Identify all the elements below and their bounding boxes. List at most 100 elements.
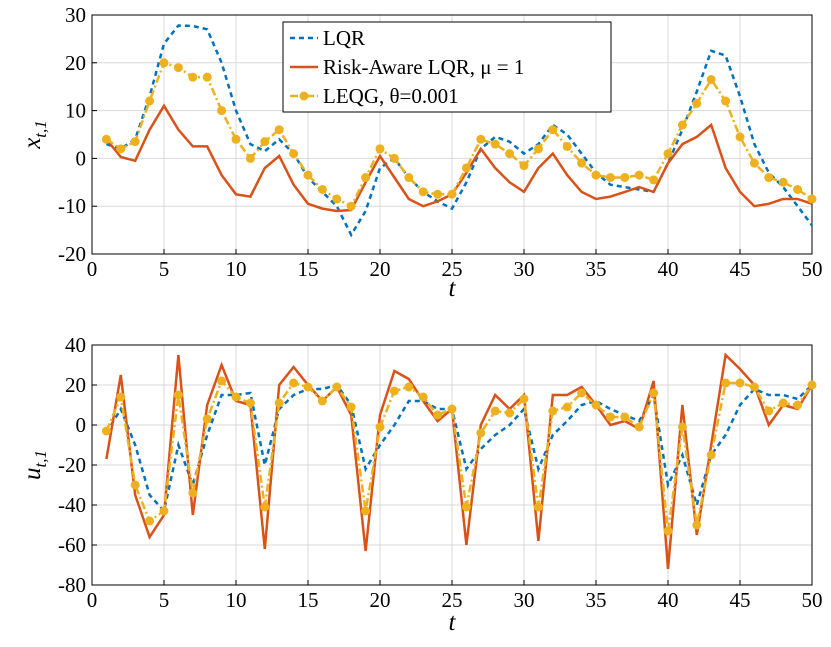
data-point	[692, 520, 702, 530]
data-point	[332, 194, 342, 204]
x-tick-label: 45	[730, 257, 751, 281]
data-point	[375, 422, 385, 432]
data-point	[332, 382, 342, 392]
y-tick-label: 0	[76, 413, 87, 437]
data-point	[663, 149, 673, 159]
x-axis-label: t	[449, 609, 457, 636]
data-point	[130, 137, 140, 147]
y-tick-label: -10	[58, 194, 86, 218]
data-point	[188, 72, 198, 82]
data-point	[793, 400, 803, 410]
x-tick-label: 30	[514, 257, 535, 281]
plot: 0 5 10 15 20 25 30 35 40 45 50 -20 -10 0 10 20 30 t xt,1 LQ…	[19, 3, 823, 302]
data-point	[101, 426, 111, 436]
data-point	[519, 394, 529, 404]
x-tick-label: 25	[442, 588, 463, 612]
data-point	[764, 406, 774, 416]
series-line	[105, 352, 814, 570]
data-point	[764, 173, 774, 183]
data-point	[692, 98, 702, 108]
y-tick-label: 10	[65, 99, 86, 123]
data-point	[721, 378, 731, 388]
data-point	[461, 502, 471, 512]
data-point	[677, 422, 687, 432]
data-point	[404, 173, 414, 183]
data-point	[476, 134, 486, 144]
data-point	[317, 184, 327, 194]
data-point	[778, 177, 788, 187]
y-axis-label: ut,1	[19, 450, 50, 480]
legend-label: LQR	[323, 26, 365, 50]
data-point	[303, 170, 313, 180]
legend: LQR Risk-Aware LQR, μ = 1 LEQG, θ=0.001	[282, 21, 612, 113]
data-point	[173, 63, 183, 73]
data-point	[173, 390, 183, 400]
data-point	[217, 376, 227, 386]
data-point	[433, 410, 443, 420]
data-point	[418, 187, 428, 197]
data-point	[591, 400, 601, 410]
data-point	[116, 144, 126, 154]
data-point	[490, 406, 500, 416]
x-tick-label: 50	[802, 588, 823, 612]
x-tick-label: 5	[159, 588, 170, 612]
data-point	[361, 173, 371, 183]
x-tick-label: 15	[298, 588, 319, 612]
x-tick-label: 15	[298, 257, 319, 281]
x-tick-label: 30	[514, 588, 535, 612]
x-tick-label: 25	[442, 257, 463, 281]
y-tick-label: 20	[65, 51, 86, 75]
data-point	[649, 175, 659, 185]
y-axis-label-sub: t,1	[31, 120, 50, 137]
data-point	[217, 106, 227, 116]
x-tick-label: 20	[370, 588, 391, 612]
y-tick-label: -80	[58, 573, 86, 597]
x-tick-label: 10	[226, 257, 247, 281]
y-axis-label-sub: t,1	[31, 450, 50, 467]
data-point	[735, 132, 745, 142]
data-point	[548, 406, 558, 416]
data-point	[505, 149, 515, 159]
x-tick-label: 40	[658, 588, 679, 612]
data-point	[145, 96, 155, 106]
y-tick-label: 20	[65, 373, 86, 397]
x-tick-label: 35	[586, 257, 607, 281]
data-point	[231, 134, 241, 144]
data-point	[620, 412, 630, 422]
data-point	[188, 488, 198, 498]
data-point	[490, 139, 500, 149]
data-point	[202, 414, 212, 424]
series-line	[106, 24, 813, 238]
data-point	[706, 450, 716, 460]
data-point	[418, 392, 428, 402]
data-point	[519, 161, 529, 171]
data-point	[303, 382, 313, 392]
legend-label: Risk-Aware LQR, μ = 1	[323, 55, 524, 79]
data-point	[577, 388, 587, 398]
data-point	[202, 72, 212, 82]
x-tick-label: 50	[802, 257, 823, 281]
data-point	[245, 153, 255, 163]
data-point	[447, 404, 457, 414]
data-point	[505, 408, 515, 418]
data-point	[159, 506, 169, 516]
data-point	[260, 502, 270, 512]
data-point	[274, 398, 284, 408]
data-point	[274, 125, 284, 135]
data-point	[721, 96, 731, 106]
x-tick-label: 10	[226, 588, 247, 612]
data-point	[605, 173, 615, 183]
data-point	[591, 170, 601, 180]
x-tick-label: 5	[159, 257, 170, 281]
data-point	[289, 378, 299, 388]
data-point	[706, 75, 716, 85]
data-point	[389, 153, 399, 163]
data-point	[447, 189, 457, 199]
data-point	[317, 396, 327, 406]
data-point	[130, 480, 140, 490]
data-point	[461, 163, 471, 173]
data-point	[562, 402, 572, 412]
x-tick-label: 0	[87, 588, 98, 612]
data-point	[533, 144, 543, 154]
